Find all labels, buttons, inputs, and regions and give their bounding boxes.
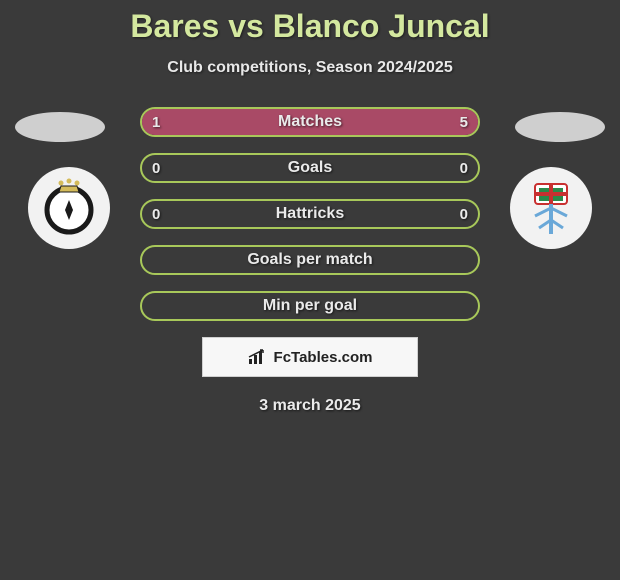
- club-crest-right: [510, 167, 592, 249]
- stat-row: 15Matches: [140, 107, 480, 137]
- stat-label: Goals: [142, 155, 478, 181]
- crest-left-icon: [39, 178, 99, 238]
- stat-label: Hattricks: [142, 201, 478, 227]
- fctables-text: FcTables.com: [274, 349, 373, 366]
- stat-row: 00Goals: [140, 153, 480, 183]
- date-text: 3 march 2025: [0, 397, 620, 415]
- crest-right-icon: [521, 178, 581, 238]
- fctables-logo: FcTables.com: [202, 337, 418, 377]
- club-crest-left: [28, 167, 110, 249]
- stat-bars: 15Matches 00Goals 00Hattricks Goals per mat…: [140, 107, 480, 321]
- comparison-stage: 15Matches 00Goals 00Hattricks Goals per mat…: [0, 107, 620, 415]
- stat-label: Min per goal: [142, 293, 478, 319]
- subtitle: Club competitions, Season 2024/2025: [0, 59, 620, 77]
- stat-label: Matches: [142, 109, 478, 135]
- stat-row: Goals per match: [140, 245, 480, 275]
- stat-row: 00Hattricks: [140, 199, 480, 229]
- page-title: Bares vs Blanco Juncal: [0, 0, 620, 45]
- player-photo-placeholder-left: [15, 112, 105, 142]
- bars-icon: [248, 349, 268, 365]
- player-photo-placeholder-right: [515, 112, 605, 142]
- stat-label: Goals per match: [142, 247, 478, 273]
- stat-row: Min per goal: [140, 291, 480, 321]
